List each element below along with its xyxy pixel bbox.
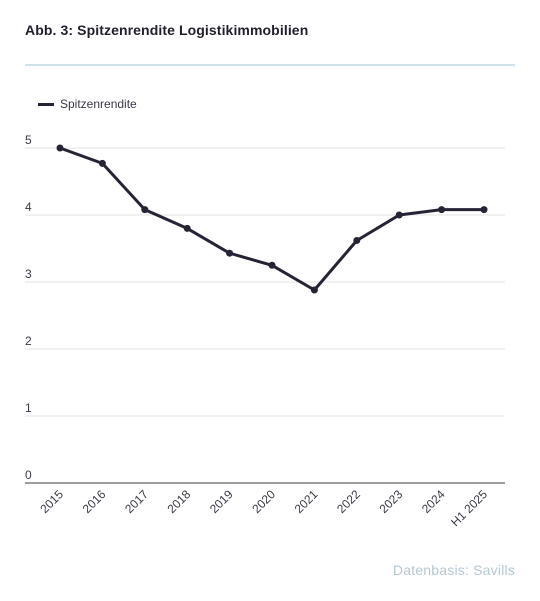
data-point-2016 [98,159,106,167]
data-point-2024 [438,206,446,214]
data-point-h1-2025 [480,206,488,214]
data-point-2020 [268,261,276,269]
data-point-2021 [310,286,318,294]
y-tick-label-5: 5 [25,133,32,147]
y-tick-label-3: 3 [25,267,32,281]
title-divider [25,64,515,66]
x-tick-label-h1-2025: H1 2025 [448,487,490,529]
chart-title: Abb. 3: Spitzenrendite Logistikimmobilie… [25,22,309,38]
y-tick-label-2: 2 [25,334,32,348]
y-tick-label-4: 4 [25,200,32,214]
data-point-2017 [141,206,149,214]
x-tick-label-2020: 2020 [249,487,278,516]
x-tick-label-2016: 2016 [80,487,109,516]
x-tick-label-2015: 2015 [37,487,66,516]
x-tick-label-2022: 2022 [334,487,363,516]
source-note: Datenbasis: Savills [392,562,515,578]
series-points [56,144,488,294]
data-point-2022 [353,236,361,244]
legend-label: Spitzenrendite [60,97,137,111]
gridlines [25,147,505,417]
y-axis-ticks: 0 1 2 3 4 5 [25,133,32,482]
x-tick-label-2017: 2017 [122,487,151,516]
data-point-2023 [395,211,403,219]
y-tick-label-1: 1 [25,401,32,415]
x-axis-ticks: 2015 2016 2017 2018 2019 2020 2021 2022 2023 2024… [37,487,490,529]
data-point-2018 [183,224,191,232]
data-point-2015 [56,144,64,152]
x-tick-label-2024: 2024 [419,487,448,516]
x-tick-label-2021: 2021 [292,487,321,516]
x-tick-label-2019: 2019 [207,487,236,516]
x-tick-label-2023: 2023 [377,487,406,516]
legend: Spitzenrendite [38,97,137,111]
legend-swatch [38,102,54,106]
data-point-2019 [226,249,234,257]
y-tick-label-0: 0 [25,468,32,482]
x-tick-label-2018: 2018 [165,487,194,516]
